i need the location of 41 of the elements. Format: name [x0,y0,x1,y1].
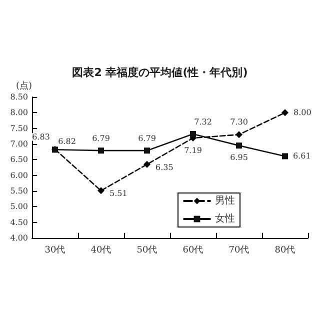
y-tick-label: 5.50 [10,186,28,196]
y-tick-label: 8.50 [10,92,28,102]
x-tick-label: 60代 [182,244,204,256]
y-tick-label: 5.00 [10,202,28,212]
x-tick-label: 70代 [228,244,250,256]
x-tick-label: 30代 [44,244,66,256]
data-label: 6.83 [32,132,50,142]
data-label: 7.30 [230,118,248,127]
data-label: 6.95 [230,153,248,162]
legend-label: 女性 [215,212,235,224]
data-label: 6.61 [293,152,311,161]
data-label: 6.79 [92,134,110,144]
point [98,148,104,154]
point [98,187,104,194]
data-label: 7.19 [184,146,202,156]
y-tick-label: 7.00 [10,140,28,148]
data-label: 6.82 [58,137,76,146]
point [236,131,242,138]
y-tick-label: 7.50 [10,124,28,133]
x-tick-label: 80代 [274,244,296,256]
data-label: 6.35 [156,162,174,172]
point [190,130,196,137]
y-tick-label: 4.00 [10,234,28,242]
x-tick-label: 40代 [90,244,112,256]
data-label: 6.79 [138,134,156,144]
y-tick-label: 4.50 [10,218,28,227]
data-label: 8.00 [294,108,312,118]
point [144,160,150,168]
point [236,142,242,149]
data-label: 5.51 [110,189,128,198]
x-tick-label: 50代 [136,244,158,256]
data-label: 7.32 [194,117,212,126]
y-axis-title: (点) [16,80,32,92]
y-tick-label: 6.00 [10,170,28,180]
y-tick-label: 6.50 [10,155,28,164]
point [282,153,288,160]
chart-title: 図表2 幸福度の平均値(性・年代別) [72,66,248,79]
legend-label: 男性 [215,194,235,206]
y-tick-label: 8.00 [10,108,28,118]
point [282,109,288,116]
point [144,148,150,154]
